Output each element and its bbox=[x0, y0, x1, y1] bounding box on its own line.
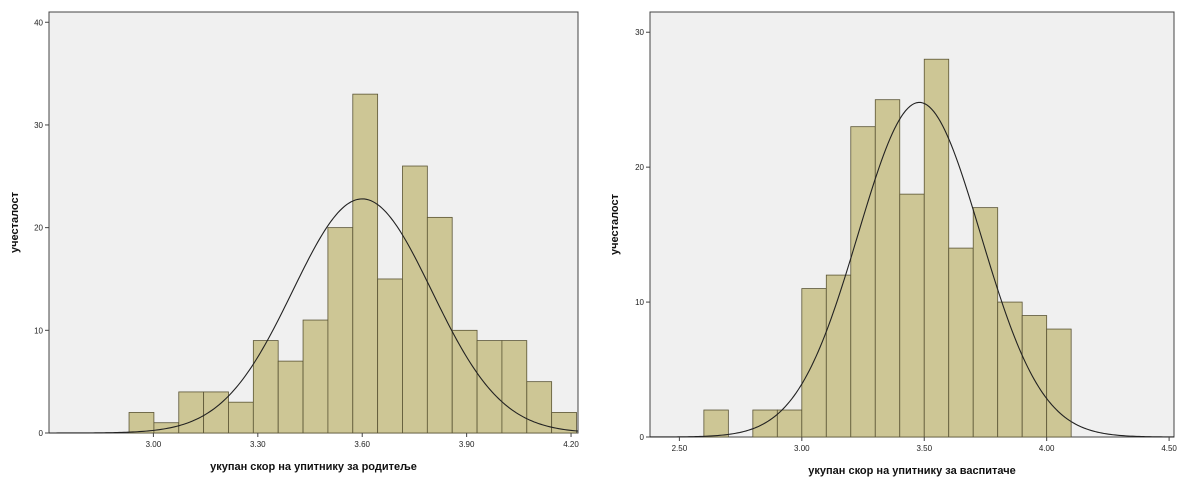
histogram-bar bbox=[997, 301, 1023, 438]
y-axis-label: учесталост bbox=[9, 191, 21, 253]
histogram-bar bbox=[1046, 328, 1072, 438]
normal-curve bbox=[650, 101, 1175, 438]
histogram-bar bbox=[352, 93, 379, 434]
histogram-bar bbox=[178, 391, 205, 434]
histogram-bar bbox=[850, 126, 876, 438]
histogram-bar bbox=[899, 193, 925, 438]
histogram-bar bbox=[703, 409, 729, 438]
x-tick-label: 4.50 bbox=[1161, 444, 1177, 453]
y-tick-label: 20 bbox=[635, 163, 644, 172]
histogram-bar bbox=[501, 340, 528, 434]
histogram-right-svg: 0 10 20 30 2.50 3.00 3.50 4.00 4.50 укупан скор н… bbox=[609, 11, 1177, 477]
histogram-bar bbox=[228, 401, 254, 434]
histogram-bar bbox=[801, 288, 827, 438]
histogram-bar bbox=[1021, 315, 1048, 438]
y-axis-label: учесталост bbox=[609, 193, 621, 255]
x-tick-label: 3.50 bbox=[916, 444, 932, 453]
histogram-left-svg: 0 10 20 30 40 3.00 3.30 3.60 3.90 4.20 укупан скор… bbox=[9, 11, 579, 473]
x-tick-label: 4.20 bbox=[563, 440, 579, 449]
histogram-bar bbox=[277, 360, 304, 434]
x-tick-label: 3.60 bbox=[354, 440, 370, 449]
histogram-bar bbox=[252, 340, 279, 434]
y-tick-label: 10 bbox=[635, 298, 644, 307]
normal-curve bbox=[49, 198, 579, 434]
histogram-bar bbox=[402, 165, 428, 434]
x-tick-label: 4.00 bbox=[1039, 444, 1055, 453]
histogram-bar bbox=[948, 247, 974, 438]
histogram-bar bbox=[526, 381, 553, 434]
histogram-bar bbox=[451, 329, 478, 434]
x-tick-label: 3.90 bbox=[459, 440, 475, 449]
x-tick-label: 3.00 bbox=[794, 444, 810, 453]
y-tick-label: 30 bbox=[34, 121, 43, 130]
y-tick-label: 40 bbox=[34, 18, 43, 27]
x-tick-label: 3.00 bbox=[146, 440, 162, 449]
y-tick-label: 0 bbox=[640, 433, 645, 442]
histogram-bar bbox=[426, 216, 453, 434]
histogram-right: 0 10 20 30 2.50 3.00 3.50 4.00 4.50 укупан скор н… bbox=[598, 0, 1177, 482]
histogram-bar bbox=[128, 412, 155, 434]
histogram-bar bbox=[874, 99, 901, 438]
x-axis-label: укупан скор на упитнику за васпитаче bbox=[808, 465, 1015, 477]
y-tick-label: 30 bbox=[635, 28, 644, 37]
histogram-bar bbox=[972, 207, 999, 438]
histogram-bar bbox=[153, 422, 180, 434]
x-axis-label: укупан скор на упитнику за родитеље bbox=[210, 461, 417, 473]
histogram-left: 0 10 20 30 40 3.00 3.30 3.60 3.90 4.20 укупан скор… bbox=[0, 0, 580, 482]
histogram-bar bbox=[551, 412, 577, 434]
y-tick-label: 20 bbox=[34, 224, 43, 233]
histogram-bar bbox=[302, 319, 329, 434]
x-tick-label: 2.50 bbox=[672, 444, 688, 453]
x-tick-label: 3.30 bbox=[250, 440, 266, 449]
histogram-bar bbox=[476, 340, 503, 434]
y-tick-label: 0 bbox=[39, 429, 44, 438]
histogram-bar bbox=[327, 227, 354, 434]
histogram-bar bbox=[377, 278, 403, 434]
histogram-bar bbox=[776, 409, 803, 438]
histogram-bar bbox=[825, 274, 852, 438]
histogram-bar bbox=[203, 391, 229, 434]
y-tick-label: 10 bbox=[34, 326, 43, 335]
